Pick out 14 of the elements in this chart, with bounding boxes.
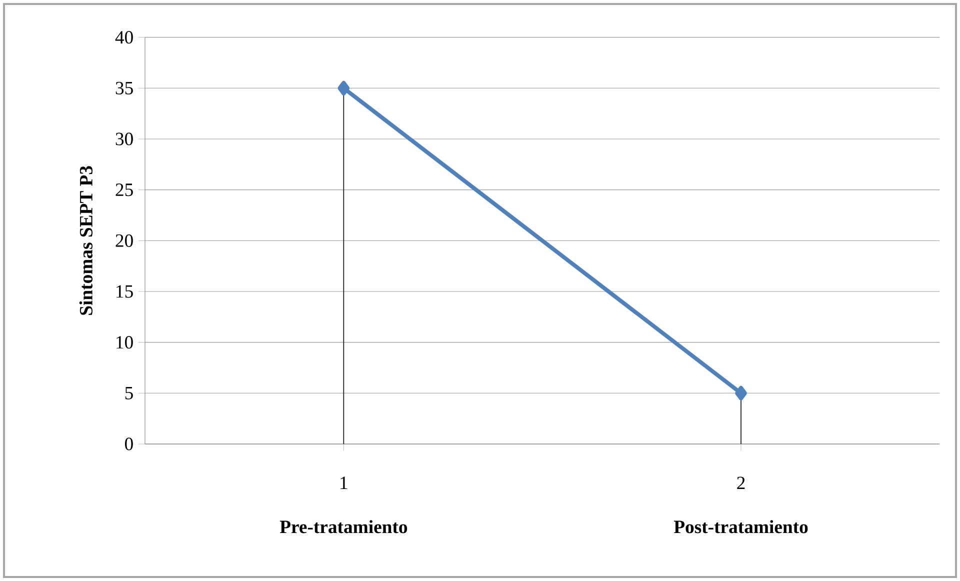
y-tick-label: 20 <box>116 234 133 247</box>
y-tick-label: 15 <box>116 285 133 298</box>
x-tick-label: 2 <box>737 476 745 490</box>
y-tick-label: 10 <box>116 336 133 349</box>
y-tick-label: 0 <box>125 438 133 450</box>
text: Post-tratamiento <box>674 520 808 534</box>
y-tick-label: 35 <box>116 82 133 94</box>
y-tick-label: 40 <box>115 31 133 44</box>
y-tick-label: 5 <box>125 386 133 400</box>
y-axis-title: Sintomas SEPT P3 <box>79 166 92 315</box>
y-tick-label: 25 <box>116 184 133 196</box>
x-tick-label: 1 <box>340 476 348 490</box>
y-tick-label: 30 <box>116 132 133 146</box>
text: Pre-tratamiento <box>280 520 408 534</box>
